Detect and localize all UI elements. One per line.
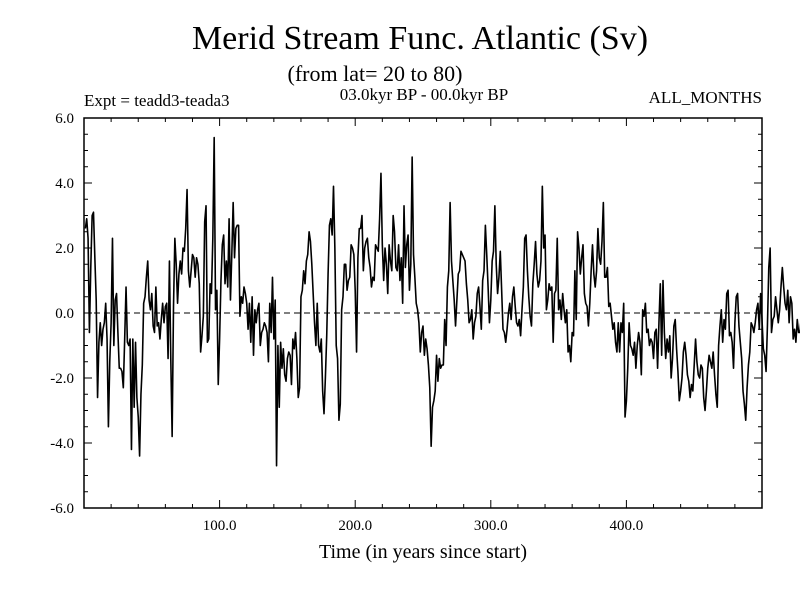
x-tick-label: 100.0 xyxy=(203,518,237,534)
experiment-label: Expt = teadd3-teada3 xyxy=(84,91,230,110)
y-tick-label: -4.0 xyxy=(50,436,74,452)
y-tick-label: -2.0 xyxy=(50,371,74,387)
x-tick-label: 200.0 xyxy=(338,518,372,534)
y-tick-label: 4.0 xyxy=(55,176,74,192)
y-tick-label: -6.0 xyxy=(50,501,74,517)
time-range-label: 03.0kyr BP - 00.0kyr BP xyxy=(340,85,508,104)
chart-title: Merid Stream Func. Atlantic (Sv) xyxy=(192,20,648,57)
plot-frame xyxy=(83,117,763,509)
months-label: ALL_MONTHS xyxy=(649,88,762,107)
chart-subtitle: (from lat= 20 to 80) xyxy=(288,61,463,86)
x-tick-label: 300.0 xyxy=(474,518,508,534)
y-tick-label: 2.0 xyxy=(55,241,74,257)
series-line-merid-stream-func xyxy=(84,136,800,467)
x-axis-label: Time (in years since start) xyxy=(319,541,527,563)
y-tick-label: 0.0 xyxy=(55,306,74,322)
y-tick-label: 6.0 xyxy=(55,111,74,127)
x-tick-label: 400.0 xyxy=(610,518,644,534)
tick-labels: -6.0 -4.0 -2.0 0.0 2.0 4.0 6.0 100.0 200.0 300.0 4… xyxy=(50,111,643,534)
